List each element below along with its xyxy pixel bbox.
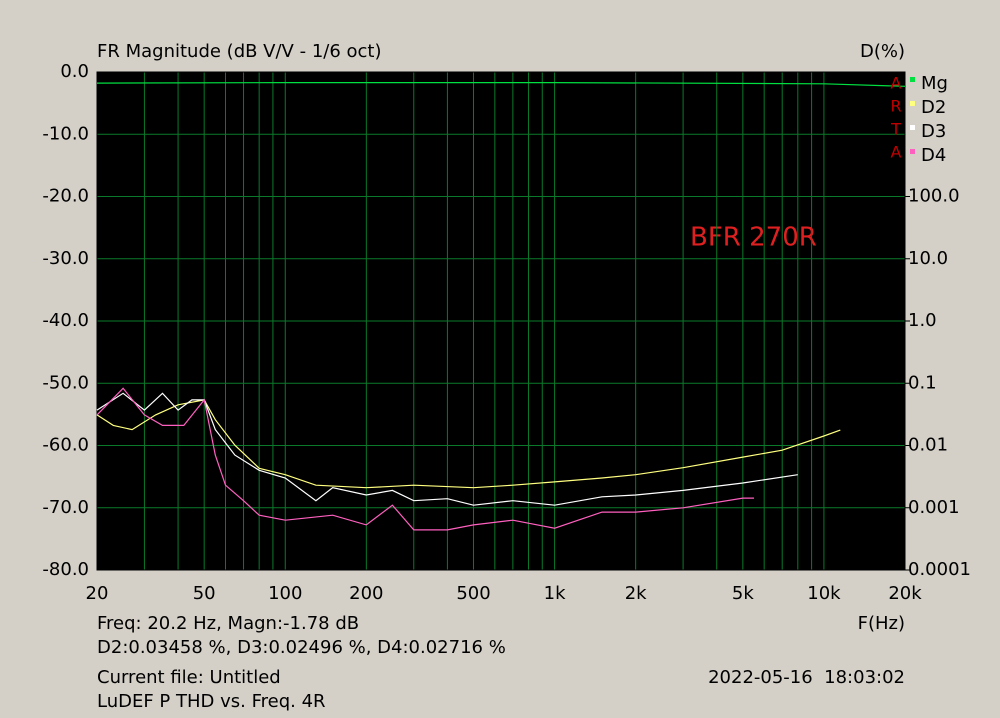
y-tick-label: -70.0	[42, 497, 89, 518]
series-line	[96, 392, 798, 506]
y-tick-label: 0.0	[60, 61, 89, 82]
legend-swatch	[910, 101, 915, 106]
plot-border	[96, 71, 906, 571]
x-axis-label: F(Hz)	[858, 613, 905, 634]
y-tick-label: -40.0	[42, 310, 89, 331]
x-tick-label: 500	[456, 583, 490, 604]
readout: Freq: 20.2 Hz, Magn:-1.78 dB	[97, 613, 359, 634]
y-tick-label: -80.0	[42, 559, 89, 580]
y2-axis-label: D(%)	[860, 41, 905, 62]
y2-tick-label: 10.0	[908, 248, 948, 269]
x-tick-label: 200	[349, 583, 383, 604]
y-tick-label: -30.0	[42, 248, 89, 269]
x-tick-label: 5k	[732, 583, 754, 604]
legend-label: D3	[921, 121, 946, 142]
legend-swatch	[910, 125, 915, 130]
x-tick-label: 2k	[625, 583, 647, 604]
x-tick-label: 10k	[807, 583, 841, 604]
watermark-letter: A	[891, 74, 902, 93]
chart-title: FR Magnitude (dB V/V - 1/6 oct)	[97, 41, 382, 62]
y2-tick-label: 0.01	[908, 435, 948, 456]
readout: D2:0.03458 %, D3:0.02496 %, D4:0.02716 %	[97, 637, 506, 658]
watermark-letter: A	[891, 143, 902, 162]
y2-tick-label: 0.1	[908, 372, 937, 393]
y-tick-label: -20.0	[42, 186, 89, 207]
x-tick-label: 50	[193, 583, 216, 604]
y2-tick-label: 0.001	[908, 497, 960, 518]
y-tick-label: -50.0	[42, 372, 89, 393]
legend-label: D4	[921, 145, 946, 166]
legend-label: Mg	[921, 73, 948, 94]
y2-tick-label: 0.0001	[908, 559, 971, 580]
annotation: BFR 270R	[690, 223, 817, 253]
watermark-letter: T	[890, 120, 901, 139]
y2-tick-label: 100.0	[908, 186, 960, 207]
description: LuDEF P THD vs. Freq. 4R	[97, 691, 326, 712]
legend-label: D2	[921, 97, 946, 118]
legend-swatch	[910, 77, 915, 82]
y-tick-label: -60.0	[42, 435, 89, 456]
x-tick-label: 20k	[888, 583, 922, 604]
file-name: Current file: Untitled	[97, 667, 281, 688]
series-line	[96, 399, 841, 489]
x-tick-label: 1k	[544, 583, 566, 604]
watermark-letter: R	[890, 97, 901, 116]
timestamp: 2022-05-16 18:03:02	[708, 667, 905, 688]
legend-swatch	[910, 149, 915, 154]
series-line	[96, 82, 906, 87]
series-line	[96, 387, 754, 531]
y-tick-label: -10.0	[42, 123, 89, 144]
x-tick-label: 20	[86, 583, 109, 604]
y2-tick-label: 1.0	[908, 310, 937, 331]
x-tick-label: 100	[268, 583, 302, 604]
